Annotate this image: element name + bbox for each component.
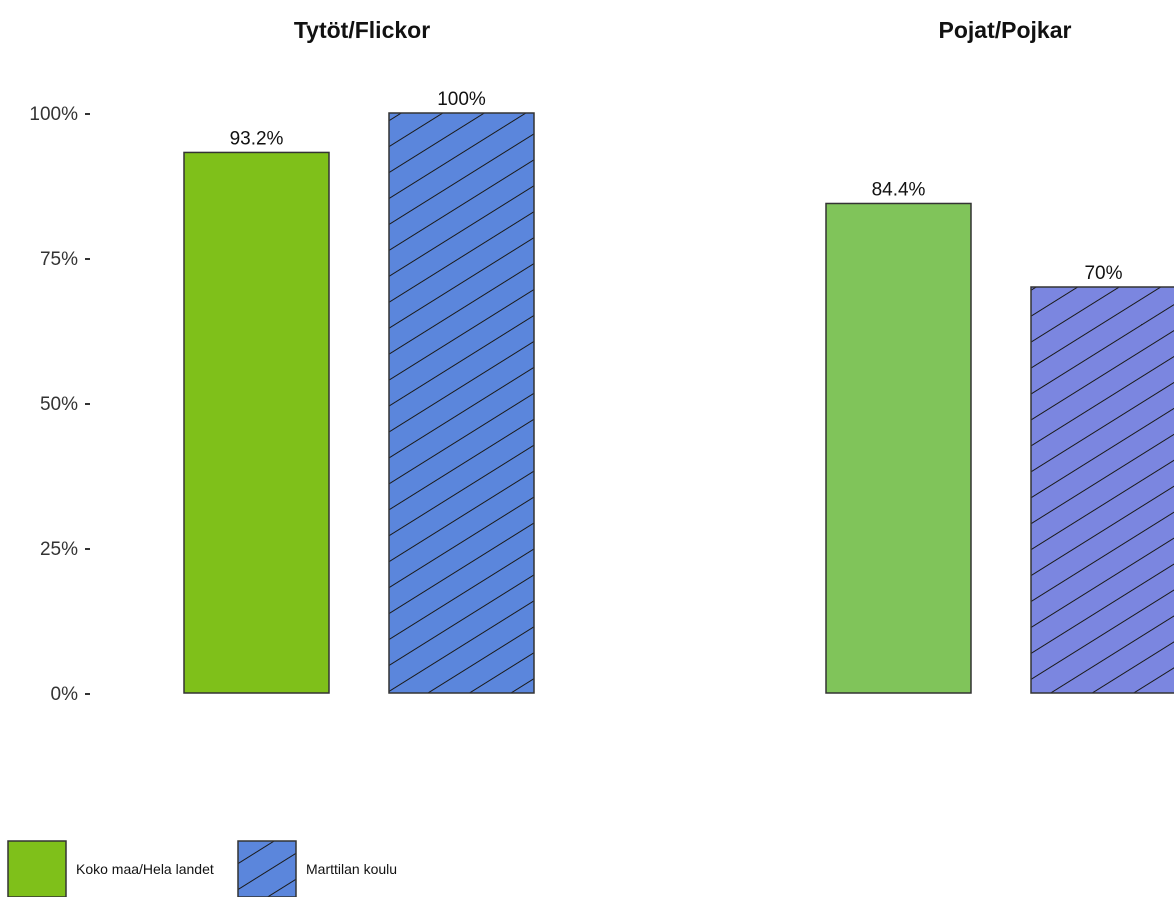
bar-value-label: 93.2% (230, 128, 284, 149)
y-axis: 0% 25% 50% 75% 100% (29, 104, 90, 705)
legend-label-marttilan-koulu: Marttilan koulu (306, 861, 397, 877)
y-tick-label: 0% (51, 684, 79, 705)
legend-swatch-koko-maa (7, 840, 67, 898)
bar-girls-koko-maa (183, 151, 330, 694)
y-tick-label: 75% (40, 249, 78, 270)
y-tick-label: 50% (40, 394, 78, 415)
legend: Koko maa/Hela landet Marttilan koulu (7, 840, 397, 898)
bar-boys-koko-maa (825, 202, 972, 694)
y-tick-label: 25% (40, 539, 78, 560)
legend-swatch-marttilan-koulu (237, 840, 297, 898)
y-tick-label: 100% (29, 104, 78, 125)
legend-label-koko-maa: Koko maa/Hela landet (76, 861, 214, 877)
panel-title-boys: Pojat/Pojkar (939, 17, 1072, 43)
bar-value-label: 84.4% (872, 179, 926, 200)
bar-value-label: 70% (1084, 263, 1122, 284)
bar-girls-marttilan-koulu (388, 112, 535, 694)
bar-boys-marttilan-koulu (1030, 286, 1174, 694)
bar-value-label: 100% (437, 89, 486, 110)
panel-title-girls: Tytöt/Flickor (294, 17, 430, 43)
bars: 93.2% 100% 84.4% 70% (183, 89, 1174, 694)
